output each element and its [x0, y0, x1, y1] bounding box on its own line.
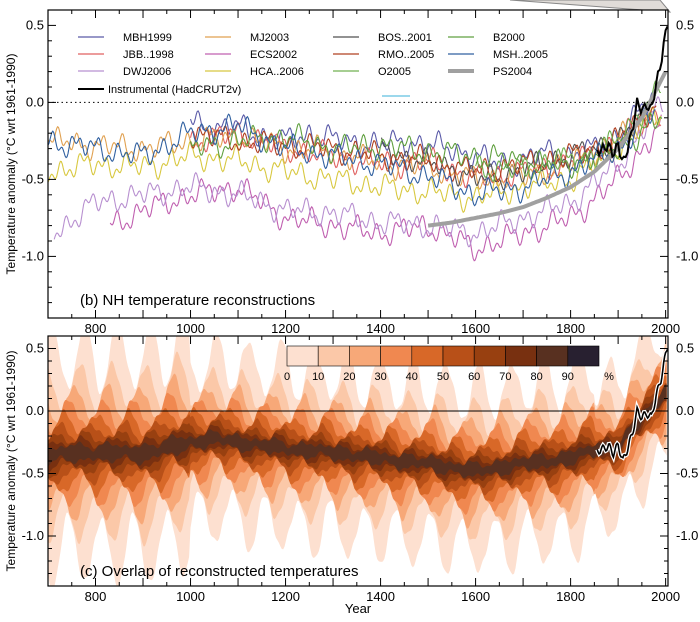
overlap-band-level-8: [48, 383, 667, 482]
legend-label-ecs2002: ECS2002: [250, 49, 297, 61]
legend-label-dwj2006: DWJ2006: [123, 66, 171, 78]
panel-b-title: (b) NH temperature reconstructions: [80, 292, 315, 309]
panel-c-overlap-bands: [48, 336, 667, 586]
panel-c-colorbar: 0 10 20 30 40 50 60 70 80 90%: [284, 345, 614, 383]
x-tick-label: 2000: [651, 321, 680, 336]
colorbar-label: 90: [562, 371, 574, 383]
colorbar-cell: [411, 345, 444, 367]
series-line-ps2004: [427, 70, 668, 228]
legend-label-o2005: O2005: [378, 66, 411, 78]
colorbar-cell: [380, 345, 413, 367]
x-tick-label: 1600: [461, 589, 490, 604]
x-tick-label: 1200: [271, 589, 300, 604]
panel-b-legend: MBH1999 MJ2003 BOS..2001 B2000 JBB..1998 ECS2…: [78, 32, 548, 97]
colorbar-cell: [442, 345, 475, 367]
y-tick-label-left: 0.0: [26, 94, 44, 109]
legend-label-ps2004: PS2004: [493, 66, 532, 78]
y-tick-label-left: -1.0: [22, 528, 44, 543]
y-tick-label-left: 0.5: [26, 17, 44, 32]
x-tick-label: 2000: [651, 589, 680, 604]
colorbar-cell: [286, 345, 319, 367]
colorbar-cell: [473, 345, 506, 367]
colorbar-cell: [349, 345, 381, 367]
colorbar-cell: [536, 345, 569, 367]
x-tick-label: 1200: [271, 321, 300, 336]
series-line-msh-2005: [48, 107, 656, 207]
panel-c: 0 10 20 30 40 50 60 70 80 90% (c) Overlap of reco…: [22, 335, 698, 604]
y-tick-label-right: 0.5: [676, 17, 694, 32]
colorbar-label: %: [604, 371, 614, 383]
x-tick-label: 1400: [366, 589, 395, 604]
y-tick-label-right: -1.0: [676, 248, 698, 263]
colorbar-label: 30: [374, 371, 386, 383]
y-tick-label-left: 0.0: [26, 403, 44, 418]
panel-b-series-group: [48, 25, 668, 262]
y-tick-label-right: 0.5: [676, 341, 694, 356]
legend-label-hca-2006: HCA..2006: [250, 66, 304, 78]
colorbar-label: 40: [406, 371, 418, 383]
y-tick-label-left: -0.5: [22, 171, 44, 186]
y-tick-label-right: 0.0: [676, 94, 694, 109]
series-line-b2000: [189, 112, 663, 180]
legend-label-jbb-1998: JBB..1998: [123, 49, 174, 61]
legend-label-b2000: B2000: [493, 32, 525, 44]
panel-c-y-label: Temperature anomaly (°C wrt 1961-1990): [4, 351, 18, 572]
series-line-instrumental-hadcrut2v-: [596, 25, 668, 161]
y-tick-label-left: -1.0: [22, 248, 44, 263]
y-tick-label-left: -0.5: [22, 466, 44, 481]
legend-label-mj2003: MJ2003: [250, 32, 289, 44]
legend-label-mbh1999: MBH1999: [123, 32, 172, 44]
x-tick-label: 1800: [556, 321, 585, 336]
panel-c-axes: 800 1000 1200 1400 1600 1800 20000.50.0-0.5-1.…: [22, 335, 698, 604]
x-tick-label: 1000: [176, 589, 205, 604]
legend-label-msh-2005: MSH..2005: [493, 49, 548, 61]
panel-b: MBH1999 MJ2003 BOS..2001 B2000 JBB..1998 ECS2…: [22, 9, 698, 336]
colorbar-label: 50: [437, 371, 449, 383]
legend-label-rmo-2005: RMO..2005: [378, 49, 434, 61]
colorbar-label: 10: [312, 371, 324, 383]
colorbar-cell: [567, 345, 600, 367]
x-tick-label: 1400: [366, 321, 395, 336]
series-line-o2005: [475, 80, 661, 182]
y-tick-label-right: 0.0: [676, 403, 694, 418]
y-tick-label-right: -0.5: [676, 171, 698, 186]
colorbar-label: 80: [530, 371, 542, 383]
panel-c-instrumental-group: [595, 348, 668, 464]
x-tick-label: 800: [85, 321, 107, 336]
colorbar-label: 0: [284, 371, 290, 383]
colorbar-label: 60: [468, 371, 480, 383]
colorbar-cell: [317, 345, 350, 367]
x-tick-label: 800: [85, 589, 107, 604]
legend-label-bos-2001: BOS..2001: [378, 32, 432, 44]
series-line-ecs2002: [109, 114, 662, 262]
series-line-dwj2006: [53, 96, 664, 248]
y-tick-label-right: -1.0: [676, 528, 698, 543]
x-tick-label: 1600: [461, 321, 490, 336]
panel-c-title: (c) Overlap of reconstructed temperature…: [80, 563, 358, 580]
y-tick-label-left: 0.5: [26, 341, 44, 356]
x-tick-label: 1800: [556, 589, 585, 604]
legend-label-instrumental-hadcrut2v-: Instrumental (HadCRUT2v): [108, 84, 241, 96]
panel-b-y-label: Temperature anomaly (°C wrt 1961-1990): [4, 54, 18, 275]
x-tick-label: 1000: [176, 321, 205, 336]
x-axis-label: Year: [345, 601, 372, 616]
colorbar-cell: [505, 345, 537, 367]
instrumental-line: [596, 348, 668, 460]
colorbar-label: 70: [499, 371, 511, 383]
panel-b-axes: 800 1000 1200 1400 1600 1800 2000 0.5 0.0 -0.5 -1.…: [22, 9, 698, 336]
panel-connector-wedge: [509, 0, 672, 13]
y-tick-label-right: -0.5: [676, 466, 698, 481]
colorbar-label: 20: [343, 371, 355, 383]
